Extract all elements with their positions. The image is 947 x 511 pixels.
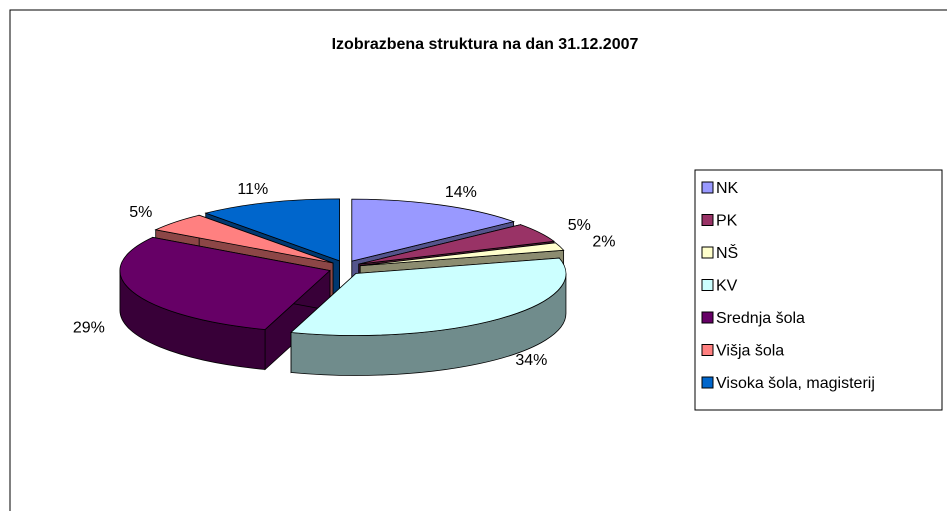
slice-top: [204, 198, 340, 262]
legend-label: Visoka šola, magisterij: [716, 375, 875, 392]
legend-label: Srednja šola: [716, 310, 805, 327]
legend-label: Višja šola: [716, 343, 784, 360]
legend-swatch: [701, 181, 714, 194]
data-label: 14%: [445, 184, 477, 201]
slice-top: [290, 257, 567, 336]
chart-title: Izobrazbena struktura na dan 31.12.2007: [332, 36, 639, 53]
legend-label: PK: [716, 213, 738, 230]
slice-top: [360, 242, 565, 267]
legend-swatch: [701, 311, 714, 324]
legend-label: NK: [716, 180, 739, 197]
data-label: 11%: [237, 181, 268, 198]
legend-swatch: [701, 344, 714, 356]
slice: [119, 236, 331, 371]
legend-box: [694, 169, 943, 411]
data-label: 5%: [129, 204, 152, 221]
legend-swatch: [701, 279, 714, 291]
legend-swatch: [701, 246, 714, 259]
data-label: 34%: [515, 352, 547, 369]
legend-swatch: [701, 214, 714, 226]
legend-label: NŠ: [716, 243, 738, 262]
slice-top: [154, 214, 334, 264]
data-label: 2%: [592, 234, 615, 251]
slice-top: [351, 198, 516, 262]
data-label: 5%: [568, 217, 591, 234]
slice-top: [119, 236, 331, 330]
slice-top: [358, 224, 556, 265]
legend-label: KV: [716, 278, 738, 295]
data-label: 29%: [73, 319, 105, 336]
legend-swatch: [701, 376, 714, 389]
slice: [290, 257, 567, 376]
